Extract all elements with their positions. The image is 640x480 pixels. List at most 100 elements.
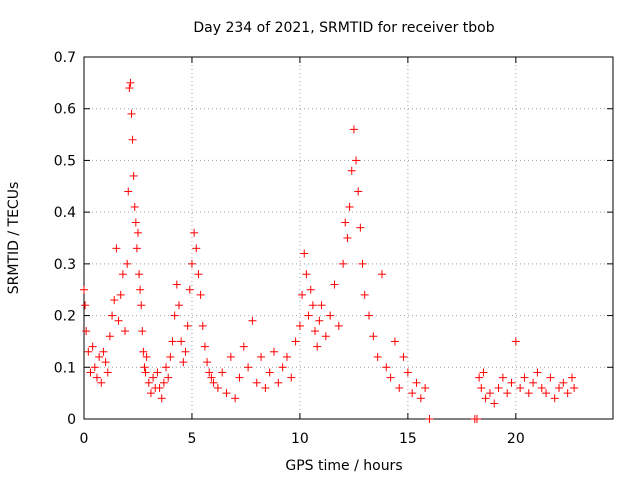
data-point <box>213 383 222 392</box>
data-point <box>298 290 307 299</box>
data-point <box>138 327 147 336</box>
data-point <box>207 373 216 382</box>
data-point <box>125 84 134 93</box>
data-point <box>130 202 139 211</box>
data-point <box>140 363 149 372</box>
data-point <box>177 337 186 346</box>
data-point <box>421 383 430 392</box>
data-point <box>282 352 291 361</box>
data-point <box>377 270 386 279</box>
data-point <box>313 342 322 351</box>
data-point <box>507 378 516 387</box>
data-point <box>187 259 196 268</box>
data-point <box>155 383 164 392</box>
x-tick-label: 15 <box>399 431 417 447</box>
y-tick-label: 0.1 <box>54 360 76 376</box>
data-point <box>248 316 257 325</box>
data-point <box>300 249 309 258</box>
data-point <box>494 383 503 392</box>
y-axis-label: SRMTID / TECUs <box>6 182 22 295</box>
data-point <box>542 389 551 398</box>
data-point <box>498 373 507 382</box>
data-point <box>80 285 88 294</box>
data-point <box>345 202 354 211</box>
data-point <box>291 337 300 346</box>
data-point <box>103 368 112 377</box>
data-point <box>352 156 361 165</box>
data-point <box>179 358 188 367</box>
data-point <box>270 347 279 356</box>
data-point <box>99 347 108 356</box>
data-point <box>358 259 367 268</box>
data-point <box>412 378 421 387</box>
data-point <box>347 166 356 175</box>
data-point <box>162 363 171 372</box>
data-point <box>112 244 121 253</box>
data-point <box>172 280 181 289</box>
data-point <box>533 368 542 377</box>
data-point <box>308 301 317 310</box>
data-point <box>479 368 488 377</box>
data-point <box>317 301 326 310</box>
data-point <box>146 389 155 398</box>
y-tick-label: 0.6 <box>54 102 76 118</box>
data-point <box>157 394 166 403</box>
data-point <box>570 383 579 392</box>
data-point <box>209 378 218 387</box>
x-tick-label: 20 <box>507 431 525 447</box>
data-point <box>341 218 350 227</box>
data-point <box>144 378 153 387</box>
data-point <box>88 342 97 351</box>
data-point <box>81 301 90 310</box>
data-point <box>356 223 365 232</box>
data-point <box>198 321 207 330</box>
y-tick-label: 0.2 <box>54 309 76 325</box>
data-point <box>135 270 144 279</box>
data-point <box>196 290 205 299</box>
x-tick-label: 0 <box>80 431 89 447</box>
data-point <box>200 342 209 351</box>
data-point <box>475 373 484 382</box>
data-point <box>90 363 99 372</box>
data-point <box>141 368 150 377</box>
data-point <box>425 415 434 423</box>
data-point <box>302 270 311 279</box>
data-point <box>190 228 199 237</box>
data-point <box>139 347 148 356</box>
data-point <box>537 383 546 392</box>
data-point <box>142 352 151 361</box>
data-point <box>330 280 339 289</box>
y-tick-label: 0.4 <box>54 205 76 221</box>
data-point <box>550 394 559 403</box>
data-point <box>84 347 93 356</box>
data-point <box>166 352 175 361</box>
data-point <box>123 259 132 268</box>
data-point <box>529 378 538 387</box>
data-point <box>516 383 525 392</box>
data-point <box>485 389 494 398</box>
data-point <box>354 187 363 196</box>
y-tick-label: 0.5 <box>54 153 76 169</box>
y-tick-label: 0.7 <box>54 50 76 66</box>
data-point <box>326 311 335 320</box>
data-point <box>226 352 235 361</box>
data-point <box>386 373 395 382</box>
data-point <box>546 373 555 382</box>
data-point <box>101 358 110 367</box>
data-point <box>108 311 117 320</box>
data-point <box>252 378 261 387</box>
data-point <box>382 363 391 372</box>
data-point <box>239 342 248 351</box>
data-point <box>306 285 315 294</box>
data-point <box>110 296 119 305</box>
axis-ticks: 0 0.1 0.2 0.3 0.4 0.5 0.6 0.7 0 5 10 15 20 <box>54 50 613 447</box>
data-point <box>349 125 358 134</box>
data-point <box>136 285 145 294</box>
x-tick-label: 10 <box>291 431 309 447</box>
data-point <box>244 363 253 372</box>
data-point <box>132 244 141 253</box>
data-point <box>86 368 95 377</box>
data-point <box>116 290 125 299</box>
